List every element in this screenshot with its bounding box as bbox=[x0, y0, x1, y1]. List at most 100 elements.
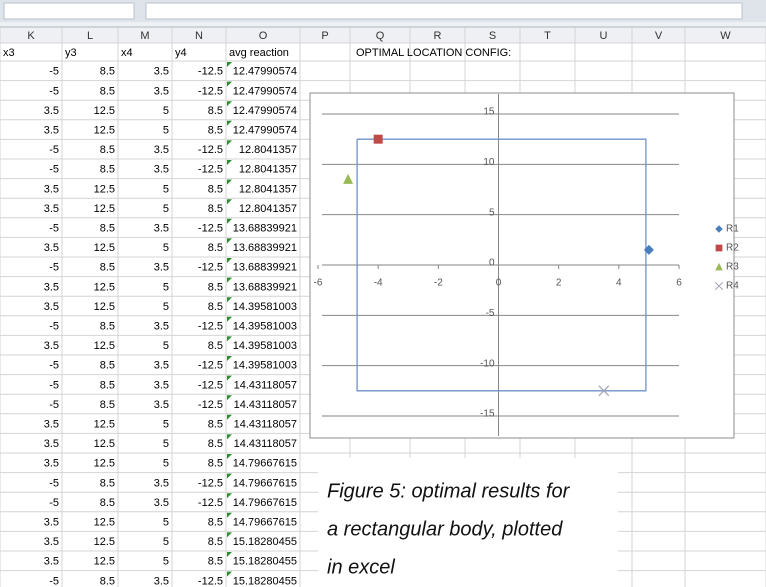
data-cell: 3.5 bbox=[44, 281, 59, 293]
data-cell: 3.5 bbox=[154, 360, 169, 372]
data-cell: 5 bbox=[163, 301, 169, 313]
data-cell: 8.5 bbox=[208, 536, 223, 548]
data-cell: 12.5 bbox=[94, 419, 115, 431]
data-cell: 14.79667615 bbox=[233, 477, 297, 489]
data-cell: -12.5 bbox=[198, 85, 223, 97]
data-cell: 12.8041357 bbox=[239, 144, 297, 156]
data-cell: 8.5 bbox=[100, 144, 115, 156]
data-cell: 5 bbox=[163, 203, 169, 215]
text-number-flag bbox=[227, 179, 232, 185]
y-tick-label: 15 bbox=[483, 107, 495, 118]
data-cell: 3.5 bbox=[154, 379, 169, 391]
point bbox=[598, 385, 610, 397]
data-cell: 3.5 bbox=[44, 105, 59, 117]
data-cell: 13.68839921 bbox=[233, 281, 297, 293]
data-cell: -12.5 bbox=[198, 360, 223, 372]
legend-label: R2 bbox=[726, 243, 739, 254]
data-cell: 15.18280455 bbox=[233, 536, 297, 548]
data-cell: 14.39581003 bbox=[233, 321, 297, 333]
formula-input[interactable] bbox=[145, 2, 743, 20]
data-cell: 12.5 bbox=[94, 125, 115, 137]
column-letter: M bbox=[140, 30, 149, 42]
caption-line: Figure 5: optimal results for bbox=[327, 480, 571, 502]
data-cell: 3.5 bbox=[44, 458, 59, 470]
text-number-flag bbox=[227, 414, 232, 420]
caption-line: in excel bbox=[327, 556, 395, 578]
data-cell: 8.5 bbox=[100, 164, 115, 176]
data-cell: 14.39581003 bbox=[233, 301, 297, 313]
text-number-flag bbox=[227, 356, 232, 361]
data-cell: -5 bbox=[49, 399, 59, 411]
data-cell: 3.5 bbox=[44, 183, 59, 195]
name-box[interactable] bbox=[3, 2, 135, 20]
text-number-flag bbox=[227, 493, 232, 499]
data-cell: 8.5 bbox=[100, 497, 115, 509]
header-cell: avg reaction bbox=[229, 47, 289, 59]
data-cell: 15.18280455 bbox=[233, 556, 297, 568]
sheet-note: OPTIMAL LOCATION CONFIG: bbox=[356, 47, 511, 59]
text-number-flag bbox=[227, 218, 232, 224]
data-cell: 3.5 bbox=[44, 242, 59, 254]
data-cell: 5 bbox=[163, 419, 169, 431]
data-cell: 13.68839921 bbox=[233, 223, 297, 235]
text-number-flag bbox=[227, 473, 232, 479]
data-cell: -12.5 bbox=[198, 497, 223, 509]
data-cell: 3.5 bbox=[154, 399, 169, 411]
data-cell: -12.5 bbox=[198, 262, 223, 274]
data-cell: 12.5 bbox=[94, 105, 115, 117]
data-cell: -5 bbox=[49, 379, 59, 391]
column-letter: T bbox=[544, 30, 551, 42]
data-cell: 8.5 bbox=[208, 281, 223, 293]
data-cell: 12.5 bbox=[94, 340, 115, 352]
data-cell: 5 bbox=[163, 281, 169, 293]
data-cell: 5 bbox=[163, 125, 169, 137]
legend-label: R4 bbox=[726, 281, 739, 292]
x-tick-label: -6 bbox=[314, 278, 323, 289]
data-cell: 5 bbox=[163, 183, 169, 195]
text-number-flag bbox=[227, 140, 232, 146]
text-number-flag bbox=[227, 552, 232, 557]
text-number-flag bbox=[227, 297, 232, 303]
body-outline bbox=[356, 138, 647, 392]
data-cell: -12.5 bbox=[198, 144, 223, 156]
text-number-flag bbox=[227, 571, 232, 577]
data-cell: 14.79667615 bbox=[233, 517, 297, 529]
data-cell: 8.5 bbox=[100, 321, 115, 333]
column-letter: U bbox=[600, 30, 608, 42]
data-cell: -12.5 bbox=[198, 66, 223, 78]
data-cell: 8.5 bbox=[208, 517, 223, 529]
data-cell: -12.5 bbox=[198, 164, 223, 176]
data-cell: 14.39581003 bbox=[233, 340, 297, 352]
text-number-flag bbox=[227, 101, 232, 107]
legend-swatch bbox=[715, 262, 723, 271]
sheet: K L M N O P Q R S T U V Wx3 y3 x4 y4 avg reaction OPTIMAL… bbox=[0, 26, 766, 587]
data-cell: 5 bbox=[163, 105, 169, 117]
data-cell: 12.5 bbox=[94, 458, 115, 470]
separator bbox=[0, 22, 766, 27]
y-tick-label: 10 bbox=[483, 157, 495, 168]
text-number-flag bbox=[227, 512, 232, 518]
data-cell: 12.5 bbox=[94, 517, 115, 529]
column-letter: W bbox=[720, 30, 731, 42]
data-cell: -5 bbox=[49, 477, 59, 489]
data-cell: 12.8041357 bbox=[239, 203, 297, 215]
data-cell: 3.5 bbox=[44, 125, 59, 137]
data-cell: 8.5 bbox=[208, 419, 223, 431]
data-cell: 12.5 bbox=[94, 536, 115, 548]
text-number-flag bbox=[227, 532, 232, 538]
data-cell: 13.68839921 bbox=[233, 242, 297, 254]
data-cell: 14.39581003 bbox=[233, 360, 297, 372]
data-cell: 3.5 bbox=[44, 556, 59, 568]
text-number-flag bbox=[227, 395, 232, 401]
data-cell: 8.5 bbox=[100, 399, 115, 411]
column-letter: S bbox=[489, 30, 496, 42]
data-cell: -12.5 bbox=[198, 477, 223, 489]
data-cell: -12.5 bbox=[198, 321, 223, 333]
data-cell: 3.5 bbox=[154, 321, 169, 333]
text-number-flag bbox=[227, 375, 232, 381]
text-number-flag bbox=[227, 277, 232, 283]
column-letter: Q bbox=[376, 30, 385, 42]
text-number-flag bbox=[227, 160, 232, 165]
data-cell: 3.5 bbox=[44, 419, 59, 431]
data-cell: -5 bbox=[49, 497, 59, 509]
